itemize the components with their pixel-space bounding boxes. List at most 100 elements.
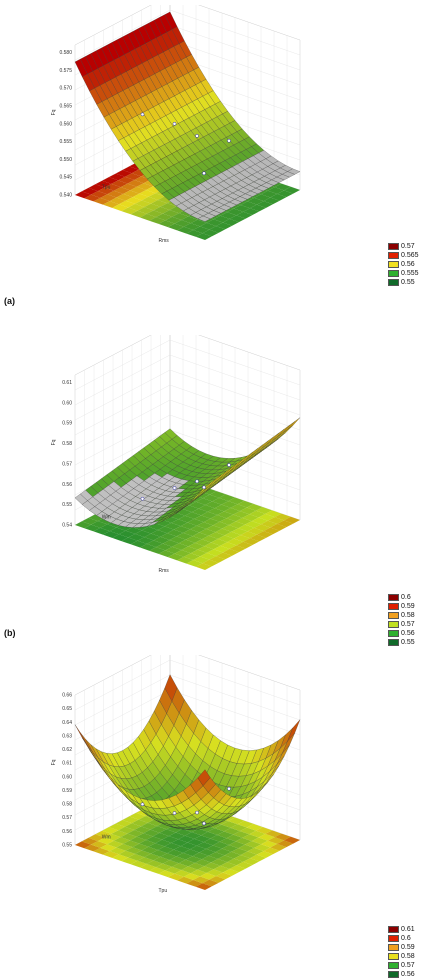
legend-swatch: [388, 953, 399, 960]
floor-cell: [246, 503, 263, 511]
legend-label: 0.6: [401, 594, 411, 601]
floor-cell: [104, 833, 121, 841]
floor-cell: [118, 826, 135, 834]
floor-cell: [149, 547, 166, 554]
floor-cell: [227, 538, 244, 546]
floor-cell: [196, 522, 213, 529]
floor-cell: [159, 829, 176, 837]
surface-plot-c: 0.66 0.65 0.64 0.63 0.62 0.61 0.60 0.59 0.58 0.57…: [30, 644, 340, 945]
floor-cell: [249, 830, 266, 838]
z-tick-label: 0.560: [59, 121, 72, 127]
floor-cell: [191, 828, 208, 836]
floor-cell: [118, 176, 135, 184]
floor-cell: [116, 193, 133, 201]
floor-cell: [108, 173, 125, 181]
floor-cell: [274, 183, 291, 191]
floor-cell: [233, 205, 250, 212]
floor-cell: [256, 201, 273, 208]
z-tick-label: 0.55: [62, 843, 72, 849]
floor-cell: [137, 207, 154, 214]
floor-cell: [195, 883, 212, 890]
floor-cell: [247, 197, 264, 205]
floor-cell: [190, 525, 207, 533]
legend-entry: 0.58: [388, 611, 431, 620]
floor-cell: [146, 836, 163, 844]
floor-cell: [137, 537, 154, 544]
observations: [140, 463, 231, 501]
legend-entry: 0.57: [388, 961, 431, 970]
floor-cell: [156, 863, 173, 871]
floor-cell: [165, 546, 182, 554]
floor-cell: [277, 520, 294, 528]
floor-cell: [251, 517, 268, 525]
legend-c: 0.61 0.6 0.59 0.58 0.57 0.56: [388, 925, 431, 979]
floor-cell: [125, 527, 142, 534]
floor-cell: [173, 526, 190, 533]
floor-cell: [213, 545, 230, 553]
floor-cell: [217, 855, 234, 863]
grid-line: [74, 354, 171, 406]
floor-cell: [132, 193, 149, 201]
z-tick-label: 0.61: [62, 380, 72, 386]
observation-point: [172, 811, 177, 815]
floor-cell: [144, 533, 161, 541]
legend-label: 0.55: [401, 279, 415, 286]
floor-cell: [267, 837, 284, 844]
floor-cell: [240, 531, 257, 539]
floor-cell: [131, 819, 148, 827]
grid-line: [169, 354, 301, 401]
floor-cell: [149, 867, 166, 874]
floor-cell: [214, 824, 231, 832]
floor-cell: [122, 166, 139, 174]
floor-cell: [152, 832, 169, 840]
legend-swatch: [388, 261, 399, 268]
floor-cell: [174, 870, 191, 877]
floor-cell: [199, 848, 216, 856]
floor-cell: [121, 857, 138, 865]
floor-cell: [115, 170, 132, 177]
floor-cell: [254, 844, 271, 852]
floor-cell: [140, 213, 157, 221]
floor-cell: [190, 549, 207, 557]
surface-mesh: [74, 674, 301, 830]
legend-entry: 0.6: [388, 593, 431, 602]
floor-cell: [153, 536, 170, 544]
floor-cell: [157, 822, 174, 830]
floor-cell: [209, 226, 226, 233]
floor-cell: [128, 533, 145, 541]
floor-cell: [183, 849, 200, 857]
floor-cell: [116, 843, 133, 851]
floor-cell: [118, 200, 135, 208]
floor-cell: [84, 844, 101, 852]
floor-cell: [157, 196, 174, 204]
floor-cell: [206, 869, 223, 877]
legend-entry: 0.57: [388, 620, 431, 629]
floor-cell: [102, 177, 119, 184]
legend-label: 0.57: [401, 621, 415, 628]
z-axis: 0.61 0.60 0.59 0.58 0.57 0.56 0.55 0.54 Fq: [51, 380, 72, 529]
floor-cell: [213, 215, 230, 223]
z-tick-label: 0.60: [62, 400, 72, 406]
floor-cell: [263, 847, 280, 855]
floor-cell: [274, 513, 291, 521]
surface-plot-b: 0.61 0.60 0.59 0.58 0.57 0.56 0.55 0.54 Fq Rms Wm: [30, 324, 340, 625]
z-tick-label: 0.545: [59, 175, 72, 181]
legend-entry: 0.56: [388, 260, 431, 269]
floor-cell: [197, 866, 214, 873]
floor-cell: [201, 831, 218, 839]
floor-cell: [245, 841, 262, 848]
floor-cell: [151, 200, 168, 207]
floor-cell: [219, 838, 236, 845]
floor-cell: [156, 543, 173, 551]
floor-cell: [167, 529, 184, 537]
floor-cell: [156, 213, 173, 221]
floor-cell: [107, 840, 124, 848]
floor-cell: [203, 838, 220, 846]
floor-cell: [169, 206, 186, 214]
floor-cell: [167, 223, 184, 231]
grid-line: [74, 9, 171, 61]
legend-entry: 0.55: [388, 278, 431, 287]
floor-cell: [91, 841, 108, 848]
y-axis-label: Tpu: [102, 185, 111, 191]
floor-cell: [132, 843, 149, 851]
